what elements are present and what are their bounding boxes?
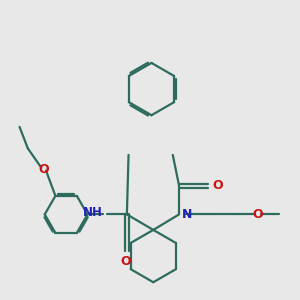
Text: O: O xyxy=(212,179,223,192)
Text: O: O xyxy=(38,163,49,176)
Text: NH: NH xyxy=(83,206,103,219)
Text: O: O xyxy=(120,255,131,268)
Text: N: N xyxy=(182,208,192,221)
Text: O: O xyxy=(252,208,263,221)
